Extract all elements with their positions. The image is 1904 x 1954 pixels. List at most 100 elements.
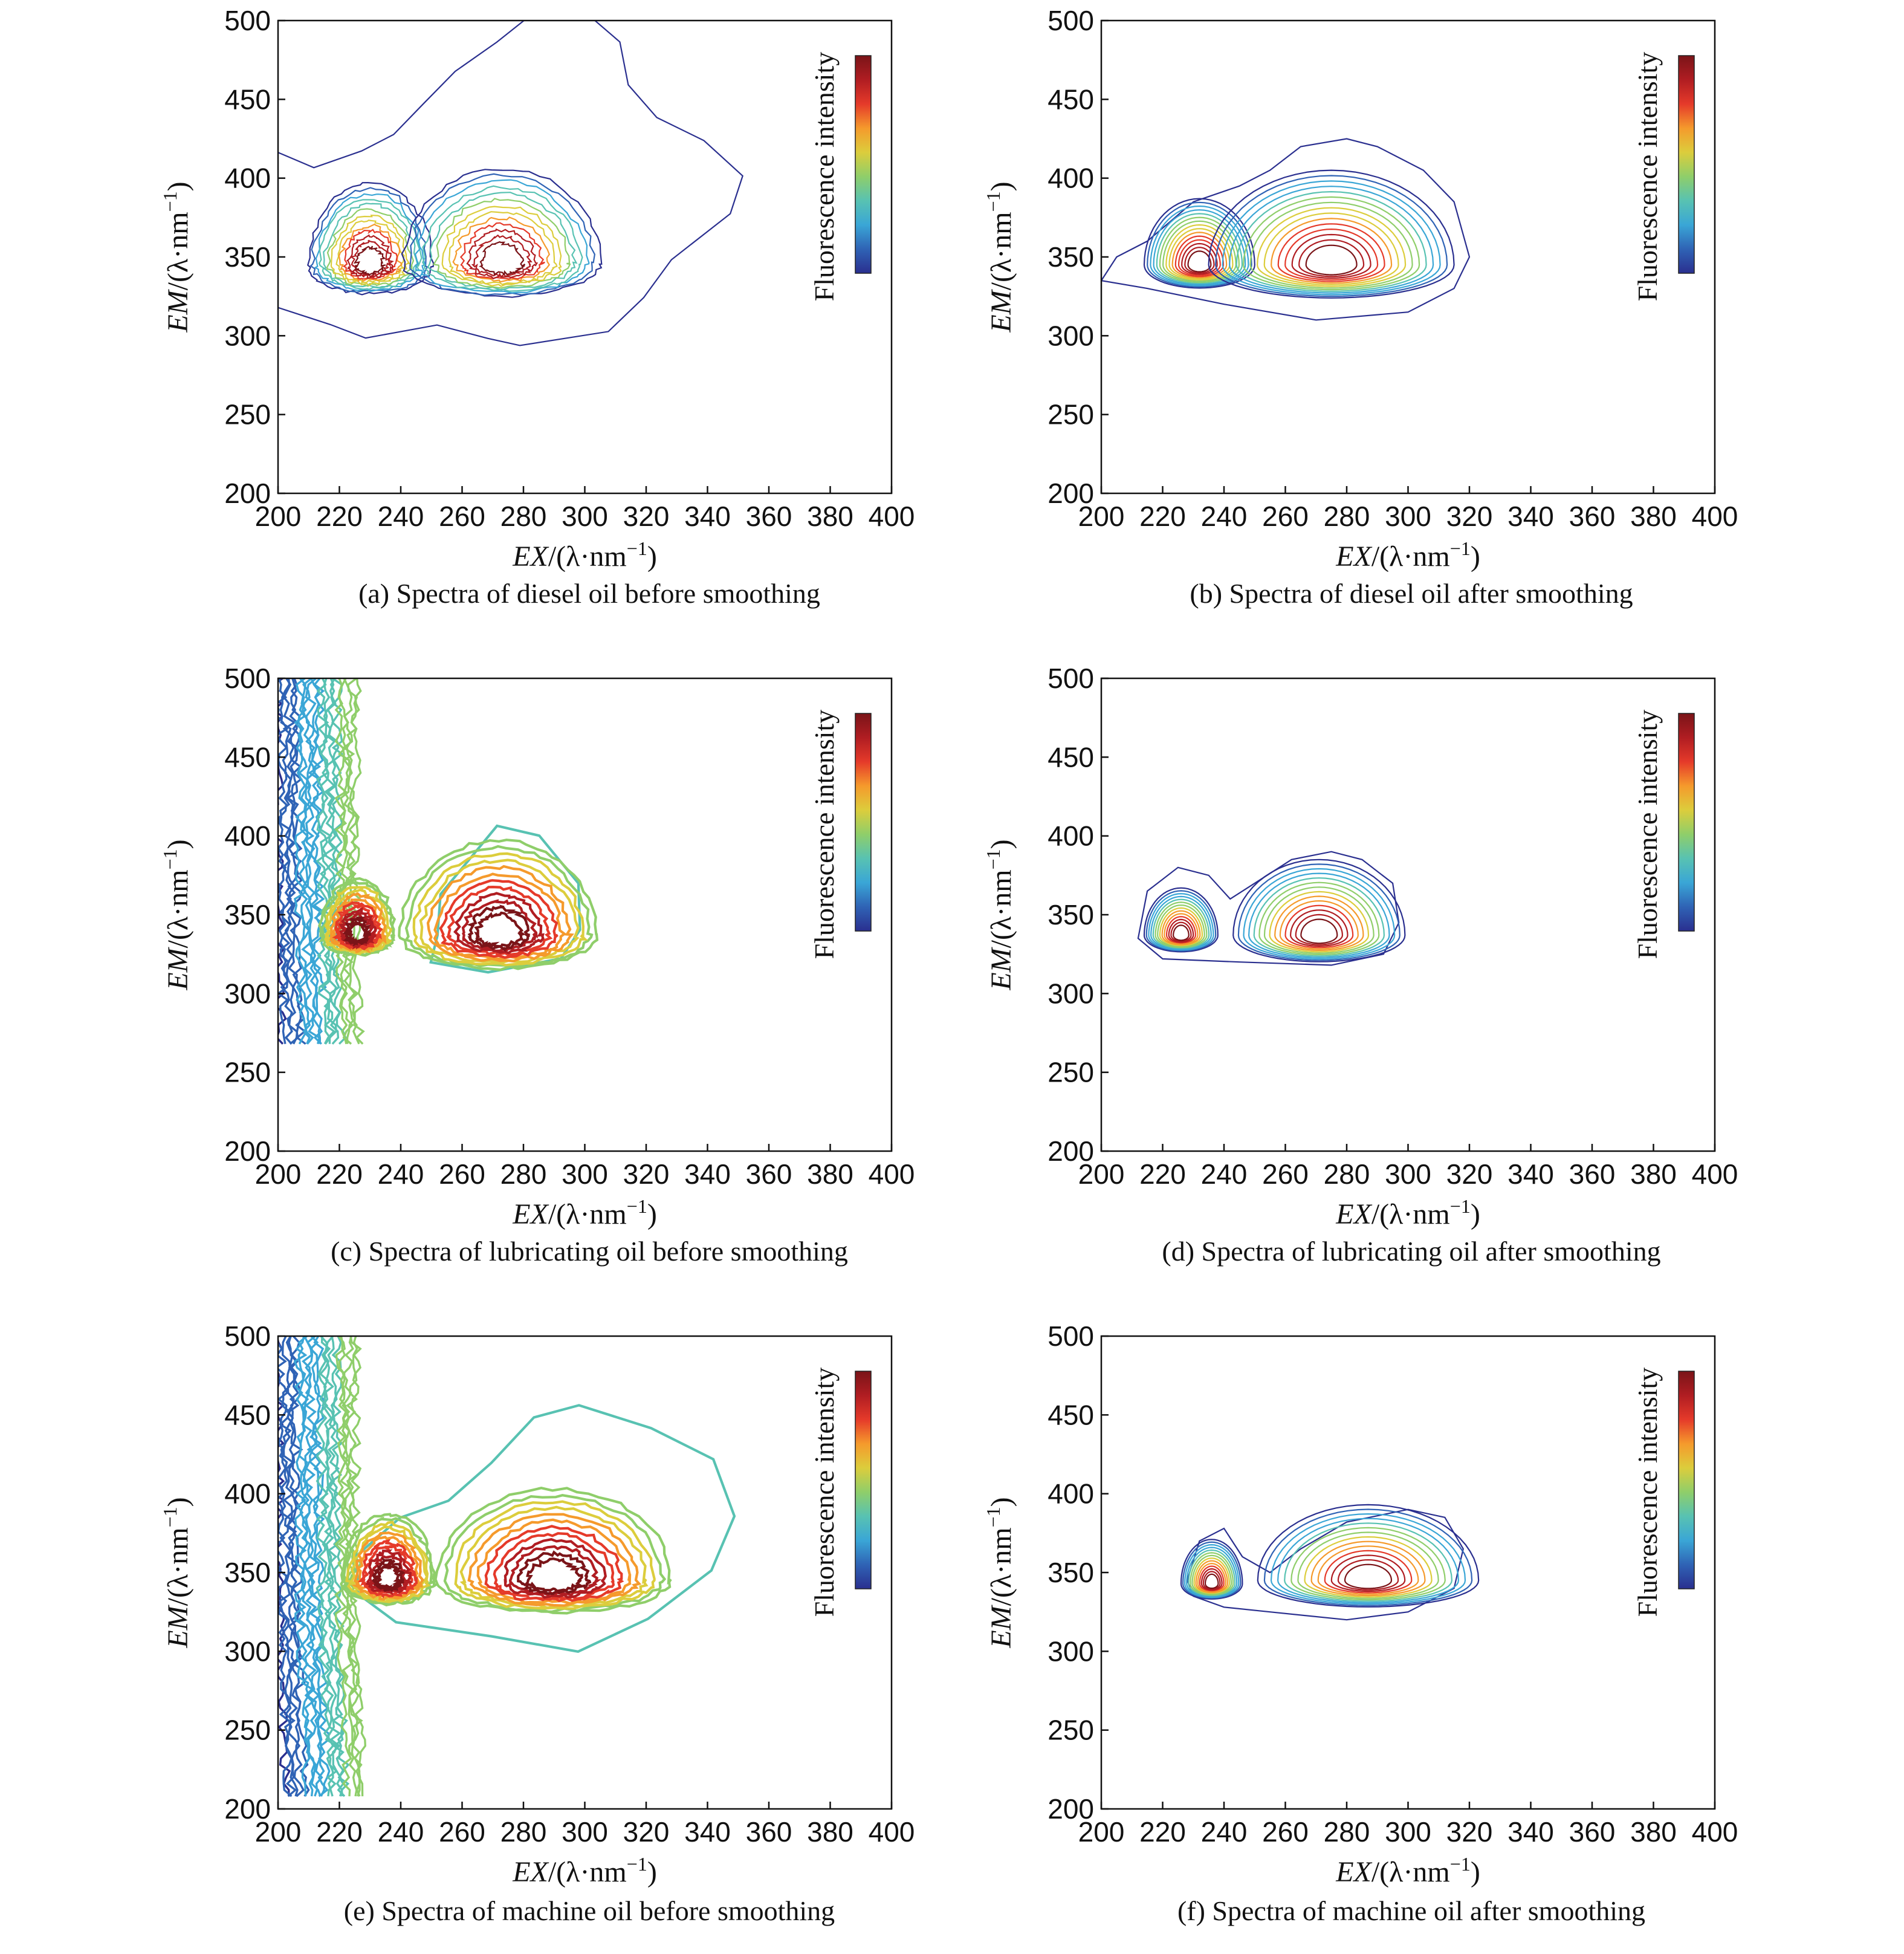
contour-f-peak0-level11 <box>1200 1568 1223 1591</box>
x-tick-label-d-5: 300 <box>1385 1158 1431 1190</box>
y-tick-label-a-2: 300 <box>224 320 271 351</box>
contour-c-peak0-level11 <box>346 918 370 944</box>
contour-f-peak1-level9 <box>1317 1545 1419 1595</box>
colorbar-label-b: Fluorescence intensity <box>1632 52 1663 302</box>
y-tick-label-f-5: 450 <box>1048 1399 1094 1430</box>
x-tick-label-a-4: 280 <box>500 501 547 532</box>
contour-a-peak1-level0 <box>401 169 603 298</box>
caption-f: (f) Spectra of machine oil after smoothi… <box>1177 1895 1646 1926</box>
y-tick-label-d-4: 400 <box>1048 820 1094 852</box>
contour-area-d <box>1137 851 1406 966</box>
panel-e: 200 220 240 260 280 300 320 340 360 380 400 200 250 3… <box>159 1320 915 1888</box>
contour-b-peak0-level14 <box>1187 250 1212 273</box>
y-tick-label-e-2: 300 <box>224 1635 271 1667</box>
x-tick-label-e-6: 320 <box>623 1816 670 1848</box>
contour-a-peak1-level10 <box>466 228 539 280</box>
edge-contour-e-14 <box>323 1336 343 1797</box>
contour-d-peak1-level9 <box>1279 900 1359 950</box>
contour-e-peak0-level4 <box>351 1531 425 1601</box>
outer-contour-e <box>355 1404 736 1653</box>
contour-d-peak1-level10 <box>1284 904 1354 949</box>
x-tick-label-d-3: 260 <box>1262 1158 1309 1190</box>
x-tick-label-e-5: 300 <box>562 1816 608 1848</box>
x-tick-label-d-6: 320 <box>1446 1158 1493 1190</box>
contour-d-peak1-level0 <box>1232 859 1406 962</box>
y-tick-label-e-1: 250 <box>224 1715 271 1746</box>
colorbar-c <box>855 713 872 932</box>
x-tick-label-d-4: 280 <box>1324 1158 1370 1190</box>
contour-d-peak1-level11 <box>1289 909 1349 947</box>
y-tick-label-c-4: 400 <box>224 820 271 852</box>
x-tick-label-d-1: 220 <box>1139 1158 1186 1190</box>
contour-d-peak0-level6 <box>1157 904 1205 947</box>
contour-c-peak1-level7 <box>445 885 553 957</box>
y-tick-label-f-4: 400 <box>1048 1478 1094 1510</box>
x-tick-label-c-1: 220 <box>316 1158 363 1190</box>
contour-e-peak1-level10 <box>517 1550 592 1595</box>
contour-b-peak0-level9 <box>1171 232 1228 279</box>
x-tick-label-b-1: 220 <box>1139 501 1186 532</box>
y-tick-label-f-1: 250 <box>1048 1715 1094 1746</box>
edge-contour-c-9 <box>305 678 321 1045</box>
colorbar-b <box>1678 55 1695 274</box>
x-tick-label-e-0: 200 <box>255 1816 302 1848</box>
axes-frame-d <box>1100 677 1716 1152</box>
y-tick-label-b-6: 500 <box>1048 5 1094 36</box>
contour-a-peak1-level9 <box>459 222 545 280</box>
edge-contour-e-15 <box>327 1336 346 1797</box>
contour-area-e <box>278 1336 736 1797</box>
contour-b-peak1-level3 <box>1228 186 1434 294</box>
contour-c-peak1-level8 <box>453 892 545 955</box>
colorbar-a <box>855 55 872 274</box>
contour-b-peak1-level14 <box>1305 244 1358 276</box>
axes-frame-a <box>277 19 893 495</box>
x-tick-label-e-10: 400 <box>869 1816 915 1848</box>
panel-c: 200 220 240 260 280 300 320 340 360 380 400 200 250 3… <box>159 663 915 1230</box>
contour-d-peak1-level6 <box>1263 886 1375 954</box>
x-tick-label-b-2: 240 <box>1201 501 1248 532</box>
contour-area-b <box>1101 138 1471 321</box>
contour-area-a <box>278 21 743 346</box>
contour-d-peak0-level4 <box>1152 898 1210 949</box>
contour-d-peak0-level0 <box>1143 887 1219 953</box>
x-tick-label-e-3: 260 <box>439 1816 485 1848</box>
x-tick-label-c-7: 340 <box>684 1158 731 1190</box>
y-tick-label-a-5: 450 <box>224 83 271 115</box>
colorbar-e <box>855 1371 872 1589</box>
x-tick-label-b-10: 400 <box>1692 501 1738 532</box>
contour-f-peak1-level0 <box>1257 1504 1480 1608</box>
contour-f-peak1-level2 <box>1270 1513 1466 1605</box>
y-tick-label-f-3: 350 <box>1048 1557 1094 1588</box>
contour-b-peak1-level12 <box>1291 233 1371 279</box>
x-tick-label-e-7: 340 <box>684 1816 731 1848</box>
contour-b-peak1-level5 <box>1242 196 1420 291</box>
contour-d-peak0-level13 <box>1172 924 1190 941</box>
contour-a-peak0-level1 <box>309 187 429 293</box>
contour-b-peak1-level11 <box>1284 228 1379 281</box>
x-tick-label-a-7: 340 <box>684 501 731 532</box>
y-tick-label-c-2: 300 <box>224 978 271 1009</box>
x-axis-label-b: EX/(λ·nm−1) <box>1335 537 1480 573</box>
x-tick-label-f-6: 320 <box>1446 1816 1493 1848</box>
colorbar-label-a: Fluorescence intensity <box>809 52 840 302</box>
contour-f-peak1-level1 <box>1263 1508 1473 1606</box>
y-tick-label-b-2: 300 <box>1048 320 1094 351</box>
y-tick-label-d-6: 500 <box>1048 663 1094 694</box>
edge-contour-e-9 <box>304 1336 323 1797</box>
contour-f-peak0-level1 <box>1182 1541 1242 1599</box>
contour-f-peak0-level8 <box>1195 1560 1228 1593</box>
x-tick-label-c-6: 320 <box>623 1158 670 1190</box>
contour-f-peak1-level7 <box>1304 1536 1433 1598</box>
contour-a-peak1-level8 <box>452 216 551 283</box>
x-tick-label-c-4: 280 <box>500 1158 547 1190</box>
x-tick-label-f-5: 300 <box>1385 1816 1431 1848</box>
contour-b-peak0-level12 <box>1181 242 1218 275</box>
contour-f-peak1-level3 <box>1277 1517 1460 1603</box>
contour-e-peak1-level7 <box>493 1532 615 1601</box>
x-tick-label-e-4: 280 <box>500 1816 547 1848</box>
x-tick-label-f-10: 400 <box>1692 1816 1738 1848</box>
contour-b-peak0-level8 <box>1168 228 1231 280</box>
contour-c-peak1-level9 <box>461 899 538 953</box>
caption-b: (b) Spectra of diesel oil after smoothin… <box>1190 578 1633 609</box>
panel-b: 200 220 240 260 280 300 320 340 360 380 400 200 250 3… <box>982 5 1738 573</box>
